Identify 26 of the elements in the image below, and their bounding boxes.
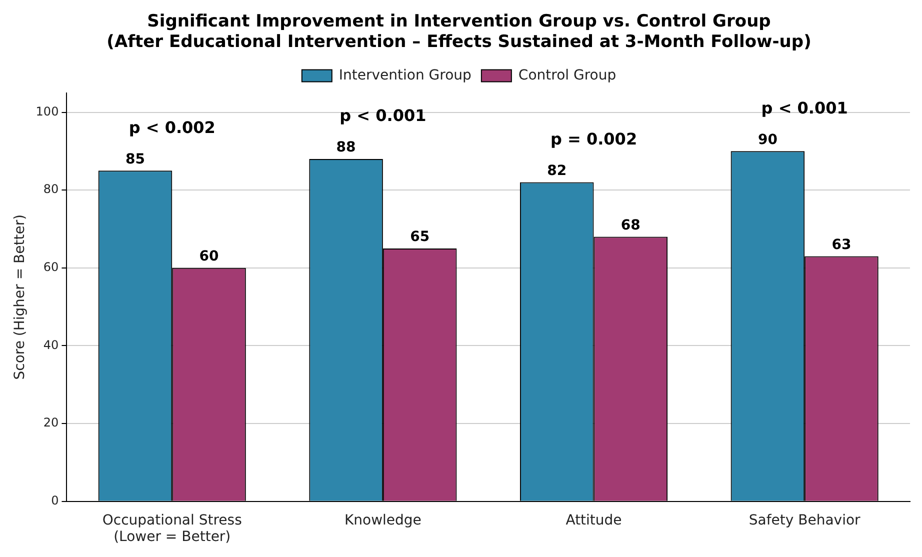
annotation: p = 0.002 bbox=[550, 129, 638, 148]
x-tick-label: Knowledge bbox=[344, 512, 422, 528]
y-tick-label: 0 bbox=[51, 494, 59, 508]
annotation: p < 0.001 bbox=[761, 98, 848, 118]
y-tick-label: 80 bbox=[43, 182, 59, 196]
legend-label: Control Group bbox=[518, 67, 616, 84]
y-tick-label: 60 bbox=[43, 260, 59, 274]
x-tick-label: Safety Behavior bbox=[748, 512, 861, 528]
y-tick-label: 100 bbox=[36, 104, 59, 118]
annotation: p < 0.001 bbox=[340, 106, 426, 126]
data-label: 68 bbox=[620, 217, 640, 234]
annotation: p < 0.002 bbox=[128, 118, 216, 137]
x-tick-label: Attitude bbox=[566, 512, 622, 528]
data-label: 60 bbox=[199, 248, 220, 265]
data-label: 82 bbox=[547, 162, 567, 179]
y-axis-title: Score (Higher = Better) bbox=[12, 214, 28, 380]
chart-title: Significant Improvement in Intervention Group vs. Control Group (After Educational Intervention – Effects Sustained at 3-Month Follow-up) bbox=[106, 12, 812, 52]
y-tick-label: 20 bbox=[43, 416, 59, 430]
data-label: 63 bbox=[832, 236, 852, 253]
data-label: 88 bbox=[336, 140, 356, 156]
data-label: 85 bbox=[125, 151, 145, 168]
y-tick-label: 40 bbox=[43, 338, 59, 352]
data-label: 90 bbox=[758, 132, 778, 148]
legend-label: Intervention Group bbox=[338, 67, 472, 84]
data-label: 65 bbox=[410, 229, 430, 246]
x-tick-label: Occupational Stress (Lower = Better) bbox=[102, 512, 242, 546]
